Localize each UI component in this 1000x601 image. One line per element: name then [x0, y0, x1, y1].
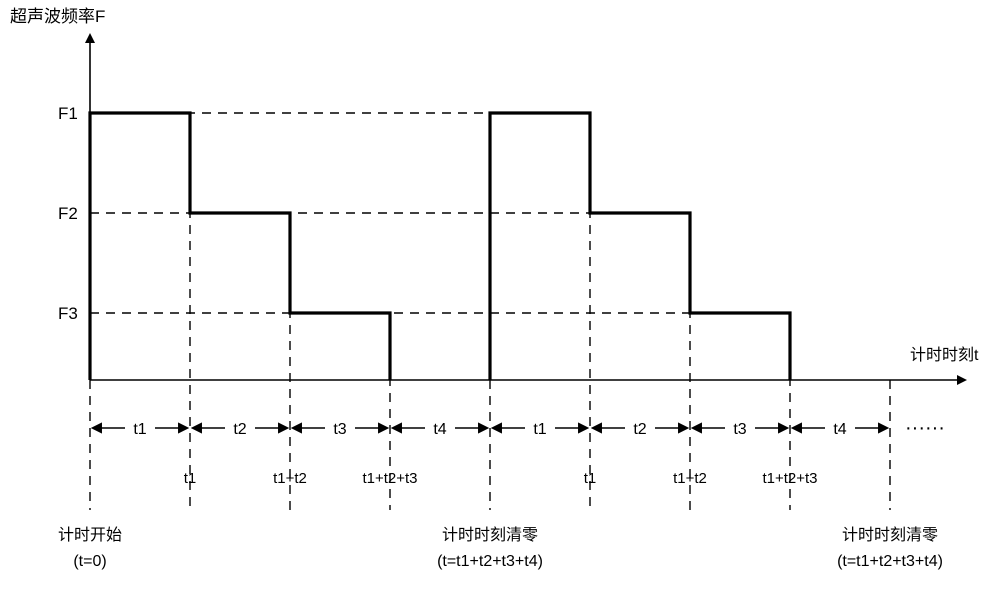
cumulative-label: t1+t2: [273, 470, 307, 487]
y-tick-F2: F2: [58, 204, 78, 223]
x-axis-title: 计时时刻t: [910, 346, 979, 364]
interval-label: t4: [833, 421, 846, 438]
cumulative-label: t1: [584, 470, 597, 487]
chart-background: [0, 0, 1000, 601]
y-axis-title: 超声波频率F: [10, 7, 105, 26]
bottom-annotation-line1: 计时开始: [58, 526, 122, 544]
cumulative-label: t1+t2+t3: [762, 470, 817, 487]
interval-label: t1: [533, 421, 546, 438]
bottom-annotation-line1: 计时时刻清零: [442, 526, 538, 544]
cumulative-label: t1+t2: [673, 470, 707, 487]
cumulative-label: t1+t2+t3: [362, 470, 417, 487]
interval-label: t4: [433, 421, 446, 438]
interval-label: t3: [333, 421, 346, 438]
bottom-annotation-line2: (t=0): [73, 553, 106, 570]
ellipsis: ······: [905, 417, 945, 439]
timing-diagram: 超声波频率F F1 F2 F3 计时时刻t t1 t2 t3 t4 t1 t2 t3 t4 ······ t…: [0, 0, 1000, 601]
bottom-annotation-line2: (t=t1+t2+t3+t4): [837, 553, 943, 570]
y-tick-F3: F3: [58, 304, 78, 323]
bottom-annotation-line1: 计时时刻清零: [842, 526, 938, 544]
y-tick-F1: F1: [58, 104, 78, 123]
interval-label: t2: [633, 421, 646, 438]
bottom-annotation-line2: (t=t1+t2+t3+t4): [437, 553, 543, 570]
cumulative-label: t1: [184, 470, 197, 487]
interval-label: t3: [733, 421, 746, 438]
interval-label: t2: [233, 421, 246, 438]
interval-label: t1: [133, 421, 146, 438]
